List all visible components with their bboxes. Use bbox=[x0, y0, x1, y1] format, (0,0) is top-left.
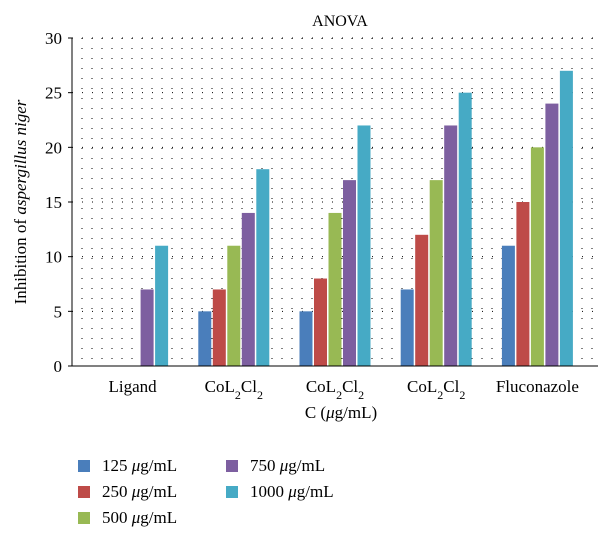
y-tick-label: 10 bbox=[45, 248, 62, 267]
y-tick-labels: 0 5 10 15 20 25 30 bbox=[45, 29, 72, 376]
legend-label: 1000 μg/mL bbox=[250, 482, 334, 501]
y-axis-label-species: aspergillus niger bbox=[11, 99, 30, 214]
bar bbox=[155, 245, 169, 366]
bar bbox=[501, 245, 515, 366]
legend-label: 750 μg/mL bbox=[250, 456, 326, 475]
legend-item: 500 μg/mL bbox=[78, 508, 177, 528]
bar bbox=[444, 125, 458, 366]
legend-label: 125 μg/mL bbox=[102, 456, 178, 475]
bars bbox=[140, 70, 573, 367]
x-axis-label: C (μg/mL) bbox=[305, 403, 377, 422]
legend-item: 1000 μg/mL bbox=[226, 482, 334, 502]
bar bbox=[429, 180, 443, 366]
x-tick-label: Ligand bbox=[109, 377, 158, 396]
y-tick-label: 5 bbox=[54, 302, 63, 321]
bar bbox=[545, 103, 559, 366]
x-tick-labels: Ligand CoL2Cl2 CoL2Cl2 CoL2Cl2 Fluconazole bbox=[109, 377, 579, 402]
bar bbox=[256, 169, 270, 366]
y-tick-label: 30 bbox=[45, 29, 62, 48]
chart-title: ANOVA bbox=[312, 13, 368, 30]
legend-swatch bbox=[78, 486, 90, 498]
bar bbox=[328, 212, 342, 366]
bar bbox=[314, 278, 327, 366]
legend-item: 750 μg/mL bbox=[226, 456, 325, 476]
legend-swatch bbox=[226, 460, 238, 472]
legend: 125 μg/mL 250 μg/mL 500 μg/mL 750 μg/mL 1000… bbox=[78, 456, 378, 534]
x-tick-label: CoL2Cl2 bbox=[407, 377, 465, 402]
bar bbox=[227, 245, 241, 366]
bar bbox=[559, 70, 573, 367]
x-tick-label: Fluconazole bbox=[496, 377, 579, 396]
bar bbox=[516, 202, 530, 366]
legend-label: 500 μg/mL bbox=[102, 508, 178, 527]
legend-item: 125 μg/mL bbox=[78, 456, 177, 476]
bar bbox=[458, 92, 472, 367]
bar bbox=[212, 289, 226, 366]
y-tick-label: 25 bbox=[45, 84, 62, 103]
y-axis-label-prefix: Inhibition of bbox=[11, 215, 30, 305]
bar bbox=[415, 234, 429, 366]
y-tick-label: 0 bbox=[54, 357, 63, 376]
bar bbox=[343, 180, 356, 366]
legend-item: 250 μg/mL bbox=[78, 482, 177, 502]
legend-swatch bbox=[78, 460, 90, 472]
bar bbox=[530, 147, 544, 366]
x-tick-label: CoL2Cl2 bbox=[205, 377, 263, 402]
y-axis-label: Inhibition of aspergillus niger bbox=[11, 99, 30, 304]
bar bbox=[357, 125, 371, 366]
bar bbox=[299, 311, 313, 366]
bar bbox=[241, 212, 255, 366]
y-tick-label: 15 bbox=[45, 193, 62, 212]
legend-swatch bbox=[78, 512, 90, 524]
bar bbox=[140, 289, 154, 366]
bar bbox=[400, 289, 414, 366]
bar bbox=[198, 311, 212, 366]
legend-label: 250 μg/mL bbox=[102, 482, 178, 501]
y-tick-label: 20 bbox=[45, 138, 62, 157]
legend-swatch bbox=[226, 486, 238, 498]
x-tick-label: CoL2Cl2 bbox=[306, 377, 364, 402]
